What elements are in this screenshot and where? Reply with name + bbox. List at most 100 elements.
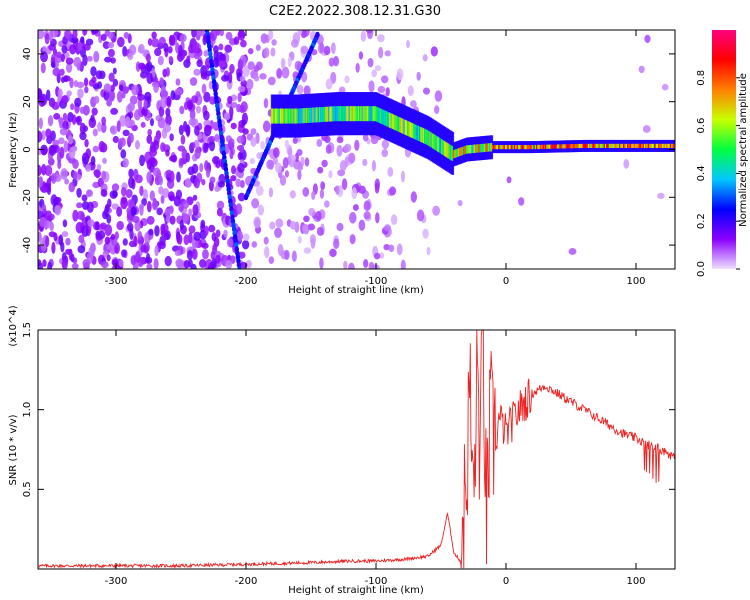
noise-speckle [250,128,257,135]
noise-speckle [330,42,336,55]
noise-speckle [74,97,82,108]
noise-speckle [153,83,159,93]
noise-speckle [241,112,248,125]
noise-speckle [178,157,184,167]
noise-speckle [328,170,333,179]
noise-speckle [135,251,141,264]
noise-speckle [93,50,100,63]
noise-speckle [146,171,153,184]
noise-speckle [225,259,233,269]
noise-speckle [82,125,89,132]
noise-speckle [235,203,243,215]
noise-speckle [240,101,248,113]
noise-speckle [82,259,90,268]
noise-speckle [209,176,216,184]
noise-speckle [178,124,184,136]
noise-speckle [242,65,250,77]
noise-speckle [59,146,65,159]
noise-speckle [237,85,246,93]
spectrogram-xlabel: Height of straight line (km) [288,285,424,296]
noise-speckle [422,87,431,95]
noise-speckle [237,162,245,173]
colorbar-tick-label: 0.8 [696,70,707,86]
noise-speckle [45,128,52,138]
noise-speckle [151,199,159,211]
ridge-core [342,106,345,122]
noise-speckle [67,135,74,145]
noise-speckle [60,168,68,180]
noise-speckle [158,241,166,250]
noise-speckle [122,238,128,246]
noise-speckle [127,102,135,112]
noise-speckle [51,172,57,184]
noise-speckle [218,43,224,51]
noise-speckle [79,106,85,115]
noise-speckle [175,78,181,86]
noise-speckle [41,203,47,213]
noise-speckle [321,134,328,142]
noise-speckle [112,190,118,198]
noise-speckle [251,241,258,248]
noise-speckle [38,262,44,269]
noise-speckle [165,67,170,77]
spectrogram-ytick-label: 0 [22,146,33,152]
noise-speckle [381,139,389,150]
noise-speckle [145,252,151,264]
noise-speckle [297,162,304,172]
noise-speckle [203,110,210,121]
noise-speckle [212,57,220,68]
noise-speckle [64,178,69,185]
noise-speckle [90,114,95,123]
noise-speckle [623,158,630,169]
noise-speckle [157,117,166,129]
noise-speckle [303,85,311,96]
noise-speckle [383,224,391,232]
noise-speckle [76,81,85,89]
noise-speckle [239,75,246,82]
noise-speckle [108,72,115,82]
noise-speckle [216,51,224,61]
noise-speckle [387,166,394,177]
noise-speckle [40,51,48,63]
noise-speckle [229,63,235,74]
noise-speckle [199,163,204,173]
noise-speckle [518,197,525,206]
noise-speckle [207,135,216,143]
ridge-core [309,107,313,123]
noise-speckle [237,92,242,103]
noise-speckle [188,258,193,268]
noise-speckle [267,76,276,86]
ridge-core [335,106,339,122]
noise-speckle [42,45,47,53]
noise-speckle [296,148,303,156]
noise-speckle [308,207,316,217]
noise-speckle [255,185,264,196]
noise-speckle [344,75,350,84]
noise-speckle [323,45,331,56]
noise-speckle [363,211,371,220]
noise-speckle [110,57,116,64]
ridge-core [381,109,384,125]
snr-xtick-label: -100 [365,576,388,587]
noise-speckle [224,44,233,53]
noise-speckle [148,228,154,236]
noise-speckle [44,33,50,45]
noise-speckle [307,223,316,231]
noise-speckle [349,211,357,224]
noise-speckle [236,230,243,242]
noise-speckle [40,62,46,74]
noise-speckle [174,88,183,96]
noise-speckle [335,185,340,195]
noise-speckle [102,41,110,50]
noise-speckle [188,118,197,126]
noise-speckle [202,249,209,260]
noise-speckle [54,204,62,216]
noise-speckle [86,189,92,197]
noise-speckle [139,185,144,197]
ridge-core [642,143,646,149]
noise-speckle [60,53,65,63]
noise-speckle [339,160,347,172]
noise-speckle [262,120,271,133]
noise-speckle [112,78,119,87]
noise-speckle [380,75,389,84]
